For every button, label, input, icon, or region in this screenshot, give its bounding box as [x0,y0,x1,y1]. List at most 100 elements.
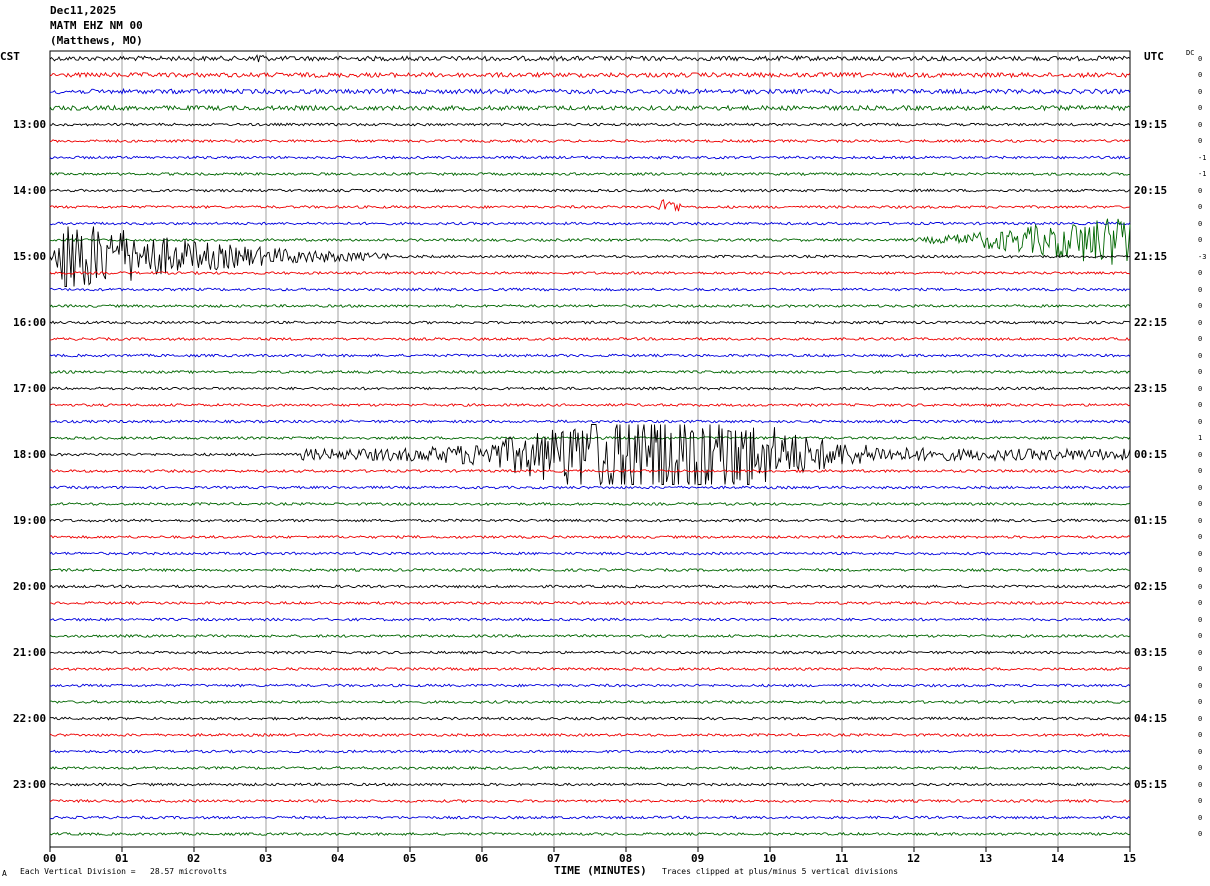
left-hour-label-2100: 21:00 [13,645,47,659]
trace-line-18 [49,353,1131,358]
plot-frame [49,50,1131,848]
left-hour-label-2000: 20:00 [13,579,47,593]
x-tick-label-08: 08 [619,852,633,865]
dc-offset-39: 0 [1198,698,1203,706]
trace-line-46 [49,815,1131,820]
trace-line-35 [49,633,1131,639]
dc-offset-25: 0 [1198,467,1203,475]
dc-offset-4: 0 [1198,120,1203,129]
trace-line-45 [49,798,1131,804]
right-hour-label-2215: 22:15 [1134,315,1168,329]
x-tick-label-13: 13 [979,852,993,865]
right-hour-label-0415: 04:15 [1134,711,1168,725]
trace-line-4 [49,122,1131,127]
dc-offset-6: -1 [1198,153,1207,162]
trace-line-28 [49,518,1131,523]
trace-line-38 [49,683,1131,688]
left-timezone-label: CST [0,50,20,63]
trace-line-41 [49,732,1131,738]
left-hour-label-1800: 18:00 [13,447,47,461]
trace-line-33 [49,600,1131,606]
right-hour-label-0515: 05:15 [1134,777,1168,791]
trace-line-42 [49,749,1131,754]
trace-line-12 [49,226,1131,287]
trace-line-27 [49,501,1131,507]
trace-line-7 [49,171,1131,177]
dc-offset-30: 0 [1198,549,1203,558]
trace-line-16 [49,320,1131,325]
trace-line-26 [49,485,1131,490]
dc-offset-35: 0 [1198,632,1203,640]
dc-offset-2: 0 [1198,87,1203,96]
right-hour-label-0215: 02:15 [1134,579,1168,593]
right-hour-label-2115: 21:15 [1134,249,1168,263]
dc-offset-42: 0 [1198,747,1203,756]
left-hour-label-1300: 13:00 [13,117,47,131]
trace-line-39 [50,699,1131,704]
trace-line-47 [49,831,1131,837]
scale-note: Each Vertical Division = 28.57 microvolt… [20,867,228,876]
location-label: (Matthews, MO) [50,34,143,47]
trace-line-5 [49,138,1131,144]
dc-offset-9: 0 [1198,203,1203,211]
x-tick-label-03: 03 [259,852,273,865]
dc-offset-41: 0 [1198,731,1203,739]
dc-offset-7: -1 [1198,170,1207,178]
dc-offset-31: 0 [1198,566,1203,574]
trace-line-43 [49,765,1131,771]
dc-offset-46: 0 [1198,813,1203,822]
x-tick-label-00: 00 [43,852,57,865]
trace-line-10 [49,221,1131,226]
x-tick-label-02: 02 [187,852,201,865]
trace-line-15 [49,303,1131,309]
dc-offset-16: 0 [1198,318,1203,327]
left-hour-label-1500: 15:00 [13,249,47,263]
trace-line-37 [49,666,1131,672]
trace-line-2 [49,87,1131,95]
dc-offset-1: 0 [1198,71,1203,79]
trace-line-19 [49,369,1131,375]
dc-offset-11: 0 [1198,236,1203,244]
dc-offset-15: 0 [1198,302,1203,310]
trace-line-31 [49,567,1131,573]
dc-offset-0: 0 [1198,54,1203,63]
trace-line-11 [49,218,1131,265]
x-tick-label-15: 15 [1123,852,1137,865]
x-tick-label-12: 12 [907,852,921,865]
trace-line-20 [49,386,1131,391]
right-hour-label-0015: 00:15 [1134,447,1168,461]
left-hour-label-1700: 17:00 [13,381,47,395]
x-tick-label-10: 10 [763,852,777,865]
dc-offset-36: 0 [1198,648,1203,657]
left-hour-label-2300: 23:00 [13,777,47,791]
dc-offset-32: 0 [1198,582,1203,591]
dc-offset-33: 0 [1198,599,1203,607]
x-tick-label-07: 07 [547,852,561,865]
dc-offset-44: 0 [1198,780,1203,789]
trace-line-44 [49,782,1131,787]
dc-offset-47: 0 [1198,830,1203,838]
trace-line-8 [49,188,1131,193]
dc-offset-14: 0 [1198,285,1203,294]
x-axis-title: TIME (MINUTES) [554,864,647,877]
trace-line-1 [49,71,1131,79]
dc-offset-37: 0 [1198,665,1203,673]
trace-line-9 [49,199,1131,212]
x-tick-label-14: 14 [1051,852,1065,865]
trace-line-17 [49,336,1131,342]
clip-note: Traces clipped at plus/minus 5 vertical … [662,867,899,876]
trace-line-29 [49,534,1131,540]
dc-offset-27: 0 [1198,500,1203,508]
right-hour-label-0315: 03:15 [1134,645,1168,659]
trace-line-36 [49,650,1131,655]
dc-offset-40: 0 [1198,714,1203,723]
dc-offset-22: 0 [1198,417,1203,426]
dc-offset-38: 0 [1198,681,1203,690]
dc-offset-29: 0 [1198,533,1203,541]
x-tick-label-11: 11 [835,852,849,865]
left-hour-label-2200: 22:00 [13,711,47,725]
dc-offset-5: 0 [1198,137,1203,145]
dc-offset-45: 0 [1198,797,1203,805]
right-hour-label-0115: 01:15 [1134,513,1168,527]
trace-line-25 [49,468,1131,474]
